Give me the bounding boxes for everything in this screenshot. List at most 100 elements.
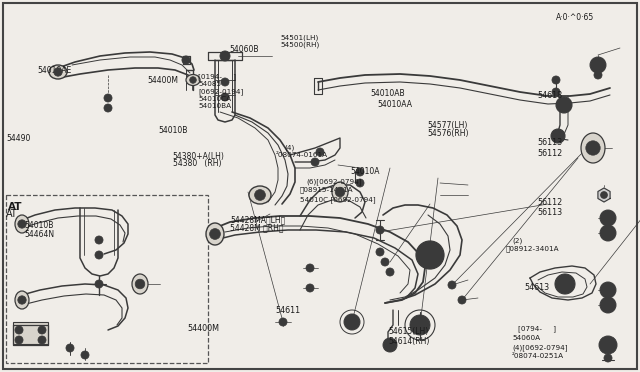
Circle shape xyxy=(554,78,558,82)
Circle shape xyxy=(223,95,227,99)
Text: 54010AA: 54010AA xyxy=(378,100,413,109)
Circle shape xyxy=(182,56,190,64)
Circle shape xyxy=(135,279,145,289)
Circle shape xyxy=(18,220,26,228)
Ellipse shape xyxy=(132,274,148,294)
Circle shape xyxy=(604,286,612,294)
Text: 54428MA〈LH〉: 54428MA〈LH〉 xyxy=(230,215,285,224)
Circle shape xyxy=(220,51,230,61)
Circle shape xyxy=(306,264,314,272)
Text: 54577(LH): 54577(LH) xyxy=(428,121,468,130)
Circle shape xyxy=(594,61,602,69)
Text: AT: AT xyxy=(8,202,22,212)
Text: 54611: 54611 xyxy=(275,306,300,315)
Circle shape xyxy=(554,90,558,94)
Text: 54010B: 54010B xyxy=(159,126,188,135)
Circle shape xyxy=(40,328,44,332)
Circle shape xyxy=(594,71,602,79)
Circle shape xyxy=(560,279,570,289)
Circle shape xyxy=(313,160,317,164)
Circle shape xyxy=(604,214,612,222)
Circle shape xyxy=(599,336,617,354)
Circle shape xyxy=(604,229,612,237)
Circle shape xyxy=(604,301,612,309)
Circle shape xyxy=(97,253,101,257)
Text: (6)[0692-0794]: (6)[0692-0794] xyxy=(306,178,362,185)
Text: 54613: 54613 xyxy=(525,283,550,292)
Circle shape xyxy=(388,270,392,274)
Text: ²08074-0161A: ²08074-0161A xyxy=(275,152,327,158)
Text: 54500(RH): 54500(RH) xyxy=(280,42,319,48)
Text: 56113: 56113 xyxy=(538,138,563,147)
Circle shape xyxy=(316,148,324,156)
Circle shape xyxy=(596,63,600,67)
Circle shape xyxy=(344,314,360,330)
Text: 56112: 56112 xyxy=(538,198,563,207)
Circle shape xyxy=(356,168,364,176)
Circle shape xyxy=(306,284,314,292)
Circle shape xyxy=(106,96,110,100)
Circle shape xyxy=(104,94,112,102)
Circle shape xyxy=(95,251,103,259)
Circle shape xyxy=(223,80,227,84)
Circle shape xyxy=(358,170,362,174)
Circle shape xyxy=(17,338,21,342)
Circle shape xyxy=(221,78,229,86)
Text: 54010A: 54010A xyxy=(351,167,380,176)
Circle shape xyxy=(18,296,26,304)
Circle shape xyxy=(15,336,23,344)
Circle shape xyxy=(279,318,287,326)
Circle shape xyxy=(38,336,46,344)
Circle shape xyxy=(458,296,466,304)
Text: ²08074-0251A: ²08074-0251A xyxy=(512,353,564,359)
Ellipse shape xyxy=(15,215,29,233)
Circle shape xyxy=(383,260,387,264)
Circle shape xyxy=(596,73,600,77)
Circle shape xyxy=(422,247,438,263)
Circle shape xyxy=(560,101,568,109)
Text: 54010AE: 54010AE xyxy=(37,66,72,75)
Circle shape xyxy=(448,281,456,289)
Circle shape xyxy=(410,315,430,335)
Circle shape xyxy=(281,320,285,324)
Circle shape xyxy=(552,88,560,96)
Circle shape xyxy=(335,187,345,197)
Circle shape xyxy=(416,241,444,269)
Ellipse shape xyxy=(332,182,348,202)
Text: ⓝ08912-3401A: ⓝ08912-3401A xyxy=(506,246,559,252)
Text: 54614(RH): 54614(RH) xyxy=(388,337,430,346)
Circle shape xyxy=(17,328,21,332)
Circle shape xyxy=(378,228,382,232)
Circle shape xyxy=(95,280,103,288)
Text: 54060B: 54060B xyxy=(229,45,259,54)
Circle shape xyxy=(450,283,454,287)
Circle shape xyxy=(66,344,74,352)
Polygon shape xyxy=(598,188,610,202)
Circle shape xyxy=(189,77,196,83)
Circle shape xyxy=(586,141,600,155)
Text: 54615(LH): 54615(LH) xyxy=(388,327,429,336)
Text: [0794-     ]: [0794- ] xyxy=(518,326,556,332)
Circle shape xyxy=(386,268,394,276)
Circle shape xyxy=(376,226,384,234)
Circle shape xyxy=(552,76,560,84)
Text: 54085: 54085 xyxy=(198,81,221,87)
Circle shape xyxy=(97,238,101,242)
Text: A·0·^0·65: A·0·^0·65 xyxy=(556,13,594,22)
Circle shape xyxy=(348,318,356,326)
Circle shape xyxy=(555,274,575,294)
Circle shape xyxy=(556,97,572,113)
Text: 54010CA: 54010CA xyxy=(198,96,232,102)
Text: (4): (4) xyxy=(285,144,295,151)
Circle shape xyxy=(54,68,62,76)
Circle shape xyxy=(386,341,394,349)
Text: (2): (2) xyxy=(512,237,522,244)
Text: [0692-0194]: [0692-0194] xyxy=(198,89,244,95)
Text: 54400M: 54400M xyxy=(187,324,219,333)
Circle shape xyxy=(415,320,425,330)
Circle shape xyxy=(554,132,561,140)
Circle shape xyxy=(68,346,72,350)
Circle shape xyxy=(378,250,382,254)
Circle shape xyxy=(210,229,220,240)
Text: 54618: 54618 xyxy=(538,91,563,100)
